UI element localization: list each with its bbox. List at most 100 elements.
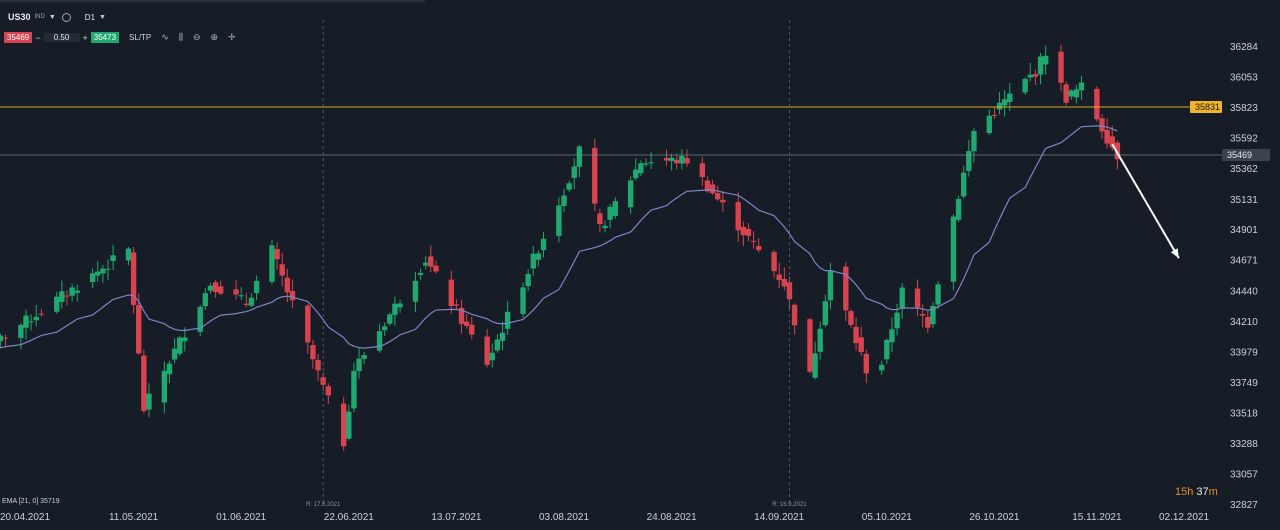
candle-body[interactable]	[919, 314, 926, 316]
candle-body[interactable]	[69, 287, 75, 296]
candle-body[interactable]	[1114, 142, 1121, 160]
candle-body[interactable]	[935, 284, 941, 305]
candle-body[interactable]	[1027, 74, 1033, 78]
quantity-minus-button[interactable]: −	[35, 32, 41, 43]
candle-body[interactable]	[274, 248, 280, 260]
candle-body[interactable]	[499, 332, 506, 341]
candle-body[interactable]	[991, 115, 998, 117]
candle-body[interactable]	[243, 303, 250, 305]
candle-body[interactable]	[54, 296, 60, 312]
candle-body[interactable]	[750, 240, 757, 242]
candle-body[interactable]	[735, 202, 741, 231]
candle-body[interactable]	[715, 193, 721, 200]
candle-body[interactable]	[89, 273, 96, 283]
candle-body[interactable]	[1042, 55, 1049, 65]
candle-body[interactable]	[648, 162, 654, 164]
clock-icon[interactable]	[61, 12, 71, 22]
candle-body[interactable]	[884, 339, 890, 360]
candle-body[interactable]	[914, 288, 921, 308]
candle-body[interactable]	[141, 355, 147, 411]
candle-body[interactable]	[1032, 74, 1039, 77]
candle-body[interactable]	[105, 268, 111, 270]
timeframe-label[interactable]: D1	[84, 12, 96, 22]
candle-body[interactable]	[699, 163, 706, 177]
candle-body[interactable]	[668, 157, 675, 162]
candle-body[interactable]	[428, 256, 434, 267]
candle-body[interactable]	[1001, 99, 1008, 106]
candle-body[interactable]	[771, 252, 777, 272]
crosshair-icon[interactable]: ✛	[228, 32, 236, 42]
candle-body[interactable]	[791, 304, 798, 326]
candle-body[interactable]	[986, 115, 992, 133]
candle-body[interactable]	[171, 348, 178, 360]
candle-body[interactable]	[346, 411, 352, 439]
zoom-out-icon[interactable]: ⊖	[192, 32, 201, 42]
candle-body[interactable]	[38, 313, 45, 315]
candle-body[interactable]	[684, 158, 690, 164]
candle-body[interactable]	[23, 315, 29, 328]
candle-body[interactable]	[381, 326, 388, 331]
candle-body[interactable]	[2, 337, 9, 339]
quantity-input[interactable]: 0.50	[43, 33, 80, 42]
zoom-in-icon[interactable]: ⊕	[210, 32, 219, 42]
sltp-button[interactable]: SL/TP	[129, 33, 152, 42]
candle-body[interactable]	[930, 305, 936, 325]
candle-body[interactable]	[627, 180, 634, 208]
candle-body[interactable]	[556, 205, 562, 236]
candle-body[interactable]	[817, 328, 823, 352]
candle-body[interactable]	[146, 393, 152, 410]
candle-body[interactable]	[535, 253, 542, 260]
candle-body[interactable]	[504, 311, 511, 329]
candle-body[interactable]	[453, 304, 460, 306]
candle-body[interactable]	[853, 326, 859, 344]
sell-price-button[interactable]: 35469	[4, 32, 33, 43]
candle-body[interactable]	[643, 163, 649, 165]
candle-body[interactable]	[848, 311, 854, 325]
candle-body[interactable]	[361, 355, 367, 359]
candle-body[interactable]	[489, 352, 495, 361]
candle-body[interactable]	[253, 280, 260, 294]
candle-body[interactable]	[397, 303, 403, 308]
candle-body[interactable]	[182, 337, 188, 342]
candle-body[interactable]	[996, 102, 1003, 110]
quantity-plus-button[interactable]: +	[82, 32, 88, 43]
candle-body[interactable]	[202, 293, 209, 307]
candle-body[interactable]	[59, 291, 65, 302]
candle-body[interactable]	[33, 316, 39, 321]
symbol-label[interactable]: US30	[8, 12, 31, 22]
candle-body[interactable]	[858, 337, 864, 353]
candle-body[interactable]	[612, 201, 618, 217]
candle-body[interactable]	[177, 337, 183, 354]
candle-body[interactable]	[576, 146, 583, 167]
candle-body[interactable]	[597, 213, 603, 225]
candle-body[interactable]	[64, 295, 70, 297]
timeframe-dropdown-icon[interactable]: ▼	[99, 13, 106, 21]
candle-body[interactable]	[674, 159, 680, 164]
candle-body[interactable]	[458, 307, 465, 324]
line-chart-icon[interactable]: ∿	[161, 32, 169, 42]
candle-body[interactable]	[392, 303, 398, 315]
candle-body[interactable]	[950, 216, 957, 282]
forecast-arrow-line[interactable]	[1111, 143, 1180, 259]
candle-body[interactable]	[494, 339, 501, 351]
candle-body[interactable]	[376, 331, 383, 351]
candle-body[interactable]	[125, 248, 132, 261]
candle-body[interactable]	[745, 228, 752, 237]
candle-body[interactable]	[899, 287, 905, 309]
candle-body[interactable]	[310, 345, 316, 360]
candle-body[interactable]	[305, 305, 311, 343]
candle-body[interactable]	[525, 274, 531, 287]
candle-body[interactable]	[561, 195, 567, 207]
candle-body[interactable]	[356, 358, 362, 372]
candle-body[interactable]	[1058, 51, 1064, 83]
candle-body[interactable]	[827, 270, 834, 301]
candle-body[interactable]	[843, 266, 849, 311]
buy-price-button[interactable]: 35473	[90, 32, 120, 43]
candle-body[interactable]	[638, 163, 644, 174]
candle-body[interactable]	[955, 198, 962, 220]
candle-body[interactable]	[540, 238, 547, 251]
candle-body[interactable]	[161, 370, 168, 403]
candle-body[interactable]	[679, 155, 685, 164]
candle-body[interactable]	[433, 265, 439, 272]
candle-body[interactable]	[484, 336, 490, 365]
